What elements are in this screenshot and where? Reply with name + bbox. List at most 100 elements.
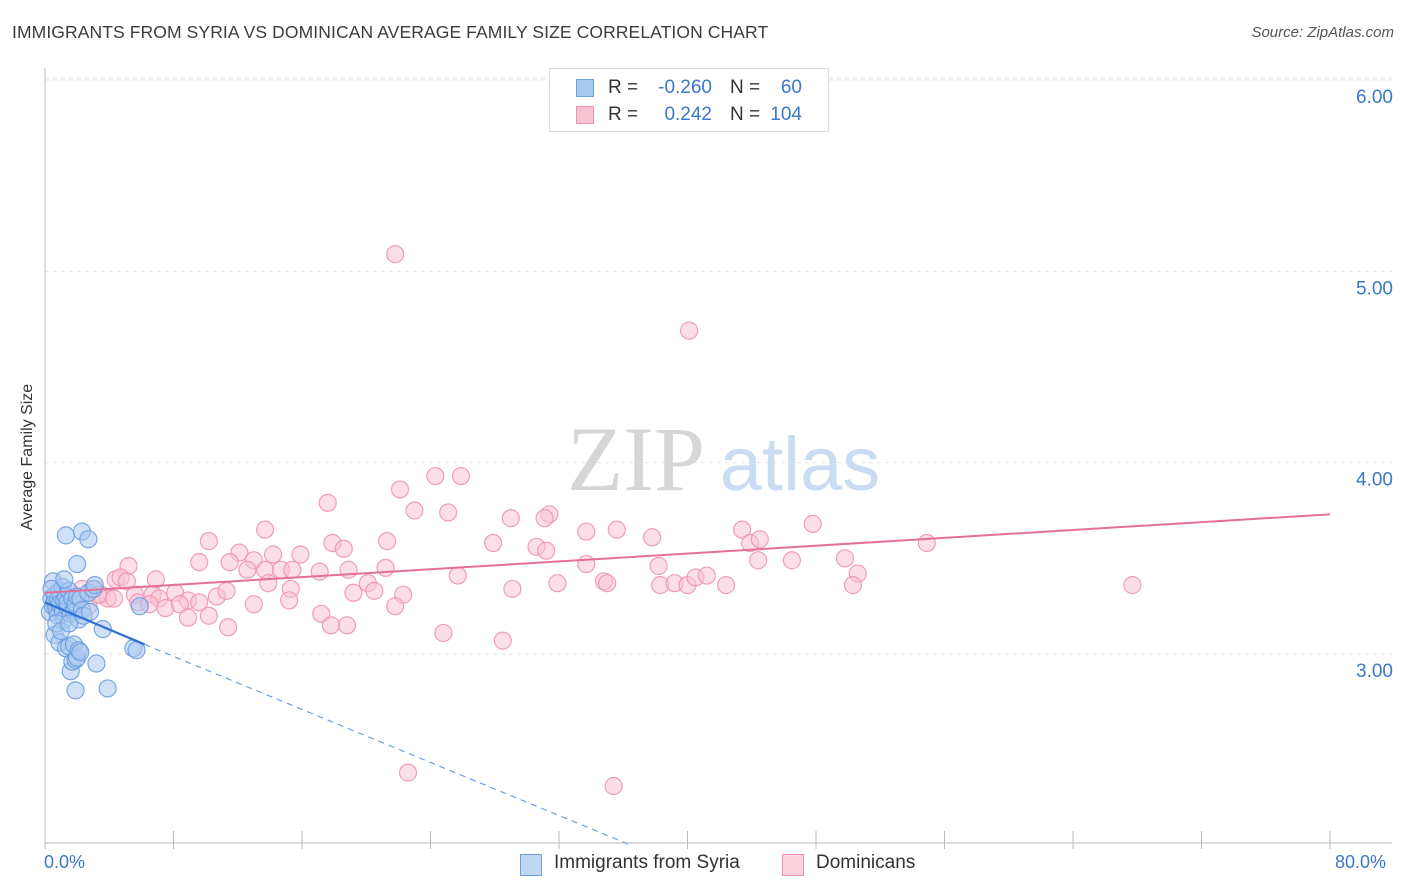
- dominicans-point: [337, 616, 357, 635]
- syria-point: [66, 681, 85, 700]
- dominicans-point: [199, 606, 218, 625]
- dominicans-point: [219, 618, 238, 637]
- legend-label-syria: Immigrants from Syria: [554, 852, 740, 873]
- dominicans-point: [439, 503, 458, 522]
- dominicans-point: [244, 595, 263, 614]
- dominicans-point: [749, 551, 768, 570]
- legend-swatch-dominicans: [782, 854, 804, 876]
- dominicans-point: [259, 574, 278, 593]
- syria-point: [55, 570, 74, 589]
- syria-trend-extension: [144, 643, 632, 846]
- y-tick-label: 4.00: [1356, 470, 1393, 491]
- dominicans-point: [365, 581, 384, 600]
- y-tick-label: 5.00: [1356, 278, 1393, 299]
- watermark-zip: ZIP: [567, 408, 705, 510]
- dominicans-point: [170, 595, 190, 614]
- dominicans-point: [386, 245, 405, 264]
- dominicans-point: [378, 532, 397, 551]
- dominicans-points: [50, 245, 1142, 796]
- syria-point: [71, 642, 90, 662]
- dominicans-point: [680, 321, 699, 340]
- dominicans-point: [503, 579, 522, 599]
- trend-lines: [44, 513, 1331, 846]
- legend-r-value: -0.260: [658, 77, 712, 98]
- dominicans-point: [448, 566, 467, 585]
- dominicans-point: [398, 763, 418, 782]
- dominicans-point: [917, 533, 936, 553]
- y-tick-label: 3.00: [1356, 661, 1393, 682]
- dominicans-point: [577, 522, 596, 541]
- legend-row-syria: R = -0.260 N = 60: [550, 75, 828, 101]
- legend-swatch-syria: [520, 854, 542, 876]
- dominicans-point: [484, 533, 503, 553]
- legend-n-label: N =: [730, 104, 761, 125]
- dominicans-point: [280, 591, 299, 610]
- dominicans-point: [577, 554, 596, 574]
- correlation-legend: R = -0.260 N = 60 R = 0.242 N = 104: [549, 68, 829, 132]
- dominicans-point: [1123, 576, 1142, 595]
- dominicans-point: [697, 566, 716, 585]
- syria-trend-line: [44, 601, 146, 646]
- dominicans-point: [803, 514, 822, 533]
- dominicans-point: [493, 631, 512, 650]
- dominicans-point: [190, 553, 209, 572]
- dominicans-point: [835, 549, 855, 568]
- dominicans-point: [238, 560, 257, 579]
- syria-point: [130, 597, 149, 616]
- dominicans-point: [733, 520, 752, 539]
- dominicans-point: [535, 509, 554, 528]
- dominicans-point: [750, 530, 769, 549]
- dominicans-point: [643, 528, 662, 547]
- dominicans-point: [598, 574, 617, 593]
- x-tick-label-min: 0.0%: [44, 852, 86, 872]
- dominicans-point: [451, 466, 471, 486]
- dominicans-point: [649, 556, 668, 576]
- dominicans-point: [843, 576, 863, 595]
- dominicans-point: [344, 583, 363, 602]
- legend-r-label: R =: [608, 104, 639, 125]
- dominicans-point: [607, 520, 626, 539]
- dominicans-point: [178, 608, 198, 627]
- watermark-atlas: atlas: [720, 422, 881, 507]
- dominicans-point: [190, 593, 209, 612]
- dominicans-point: [405, 501, 424, 520]
- legend-label-dominicans: Dominicans: [816, 852, 916, 873]
- dominicans-point: [220, 553, 239, 572]
- dominicans-point: [339, 560, 358, 579]
- dominicans-point: [255, 520, 275, 539]
- y-tick-label: 6.00: [1356, 87, 1393, 108]
- syria-point: [98, 679, 117, 698]
- chart-title: IMMIGRANTS FROM SYRIA VS DOMINICAN AVERA…: [12, 22, 769, 42]
- dominicans-point: [604, 776, 623, 796]
- dominicans-point: [283, 560, 302, 579]
- y-tick-labels: 3.00 4.00 5.00 6.00: [1356, 87, 1393, 682]
- dominicans-trend-line: [44, 513, 1331, 594]
- dominicans-point: [537, 541, 556, 560]
- syria-point: [79, 530, 98, 549]
- dominicans-point: [501, 509, 520, 528]
- legend-r-label: R =: [608, 77, 639, 98]
- x-tick-label-max: 80.0%: [1335, 852, 1387, 872]
- dominicans-point: [782, 551, 802, 570]
- dominicans-point: [263, 545, 283, 564]
- dominicans-point: [104, 589, 124, 608]
- dominicans-point: [217, 581, 236, 600]
- dominicans-point: [117, 572, 137, 591]
- legend-row-dominicans: R = 0.242 N = 104: [550, 102, 828, 128]
- legend-n-value: 60: [780, 77, 802, 98]
- syria-point: [56, 526, 75, 545]
- legend-n-label: N =: [730, 77, 761, 98]
- legend-n-value: 104: [770, 104, 802, 125]
- dominicans-point: [376, 558, 395, 578]
- dominicans-point: [310, 562, 329, 581]
- legend-swatch-syria: [576, 79, 594, 97]
- dominicans-point: [716, 576, 736, 595]
- dominicans-point: [318, 493, 337, 512]
- axes: [44, 68, 1392, 849]
- source-label: Source: ZipAtlas.com: [1251, 24, 1394, 41]
- dominicans-point: [426, 466, 445, 486]
- dominicans-point: [199, 532, 218, 551]
- dominicans-point: [434, 623, 453, 643]
- syria-points: [40, 522, 149, 700]
